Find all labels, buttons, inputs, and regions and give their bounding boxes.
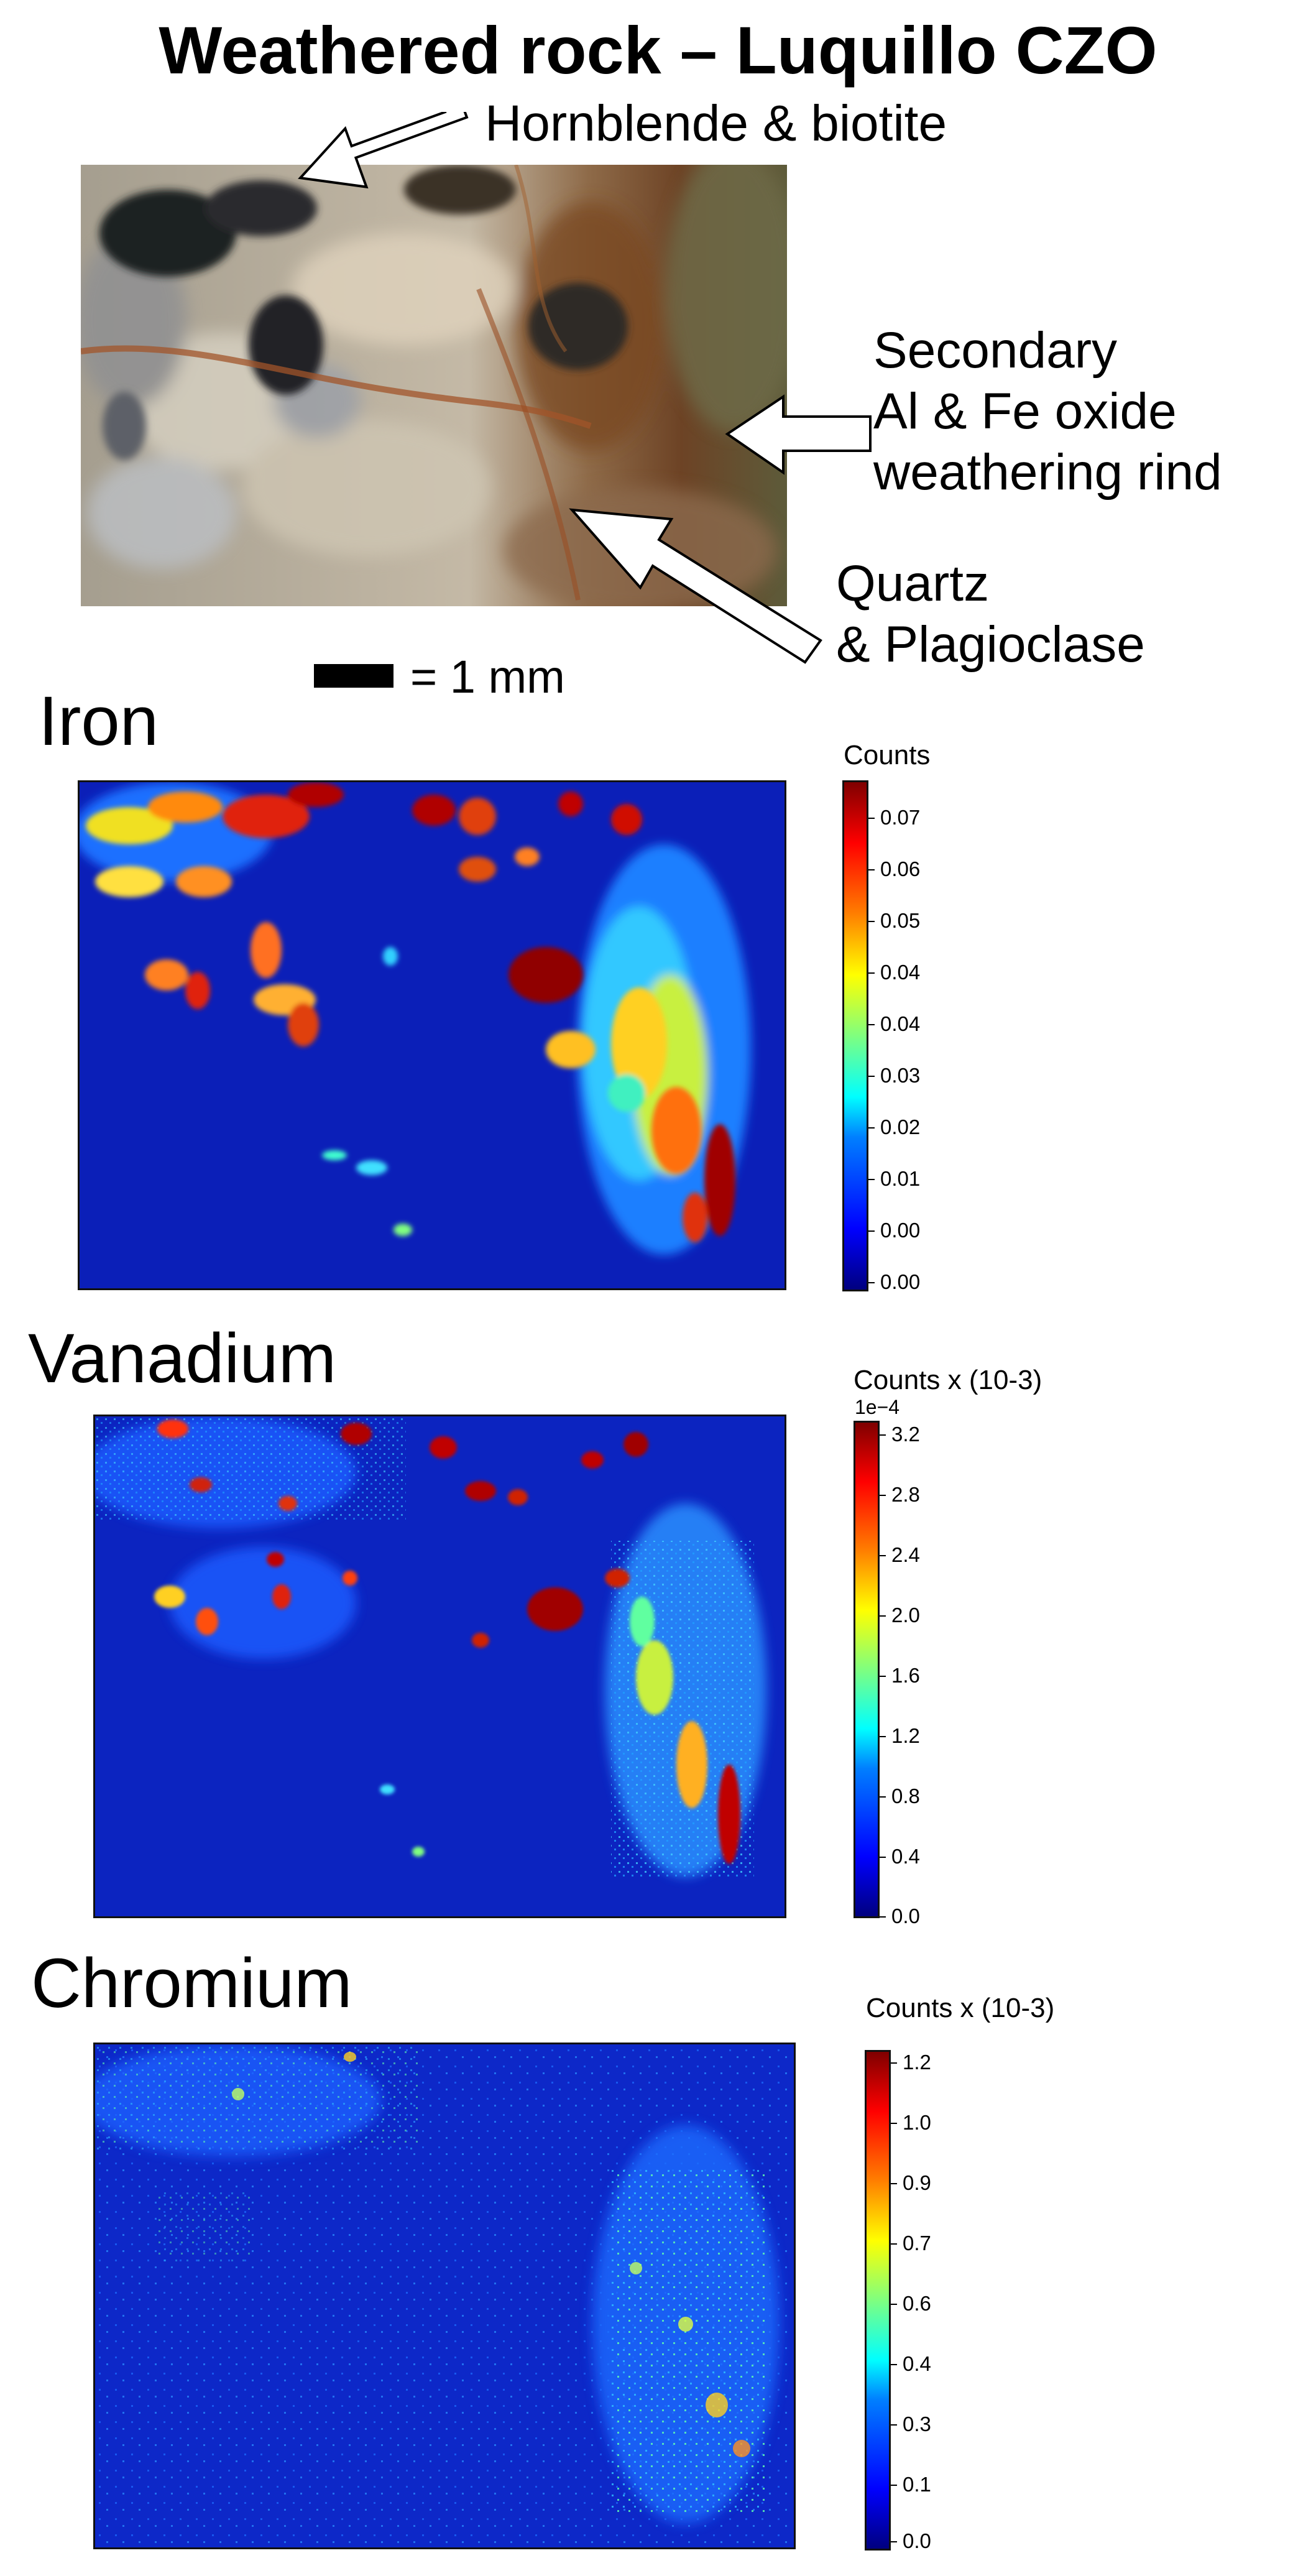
rind-arrow xyxy=(725,394,872,475)
iron-tick-label: 0.05 xyxy=(880,909,921,932)
vanadium-map xyxy=(93,1415,786,1918)
vanadium-tick-label: 2.4 xyxy=(891,1543,920,1566)
vanadium-panel-title: Vanadium xyxy=(28,1319,337,1397)
iron-tick-label: 0.02 xyxy=(880,1115,921,1138)
secondary-label-line2: Al & Fe oxide xyxy=(873,383,1177,440)
chromium-colorbar-ticks: 1.2 1.0 0.9 0.7 0.6 0.4 0.3 0.1 0.0 xyxy=(891,2050,967,2552)
iron-tick-label: 0.07 xyxy=(880,806,921,829)
quartz-label-line2: & Plagioclase xyxy=(836,616,1145,673)
vanadium-colorbar-exponent: 1e−4 xyxy=(855,1396,900,1418)
chromium-colorbar xyxy=(865,2050,891,2551)
vanadium-tick-label: 2.8 xyxy=(891,1483,920,1506)
hornblende-label: Hornblende & biotite xyxy=(485,95,947,152)
scale-bar-label: = 1 mm xyxy=(410,651,565,703)
iron-colorbar-label: Counts xyxy=(844,740,931,770)
vanadium-colorbar xyxy=(854,1421,880,1918)
chromium-tick-label: 0.9 xyxy=(903,2171,931,2194)
iron-tick-label: 0.04 xyxy=(880,961,921,984)
iron-panel-title: Iron xyxy=(39,682,159,760)
rock-photo xyxy=(81,165,787,606)
quartz-label-line1: Quartz xyxy=(836,555,990,612)
iron-colorbar-ticks: 0.07 0.06 0.05 0.04 0.04 0.03 0.02 0.01 … xyxy=(868,780,945,1293)
iron-tick-label: 0.00 xyxy=(880,1270,921,1293)
quartz-arrow xyxy=(569,508,822,664)
chromium-tick-label: 1.0 xyxy=(903,2111,931,2134)
vanadium-tick-label: 1.6 xyxy=(891,1664,920,1687)
secondary-label-line3: weathering rind xyxy=(873,444,1222,501)
iron-tick-label: 0.06 xyxy=(880,857,921,880)
chromium-panel-title: Chromium xyxy=(31,1944,352,2022)
vanadium-tick-label: 0.0 xyxy=(891,1904,920,1927)
iron-tick-label: 0.03 xyxy=(880,1064,921,1087)
chromium-tick-label: 0.3 xyxy=(903,2412,931,2435)
vanadium-colorbar-label: Counts x (10-3) xyxy=(854,1365,1042,1395)
scale-bar xyxy=(314,664,393,688)
chromium-tick-label: 0.1 xyxy=(903,2473,931,2496)
chromium-tick-label: 1.2 xyxy=(903,2051,931,2074)
secondary-label-line1: Secondary xyxy=(873,322,1118,379)
chromium-colorbar-label: Counts x (10-3) xyxy=(866,1993,1055,2023)
iron-tick-label: 0.01 xyxy=(880,1167,921,1190)
vanadium-tick-label: 2.0 xyxy=(891,1604,920,1627)
vanadium-tick-label: 3.2 xyxy=(891,1423,920,1446)
chromium-tick-label: 0.0 xyxy=(903,2529,931,2552)
chromium-tick-label: 0.4 xyxy=(903,2352,931,2375)
iron-colorbar xyxy=(842,780,868,1291)
vanadium-tick-label: 0.8 xyxy=(891,1784,920,1807)
iron-tick-label: 0.00 xyxy=(880,1219,921,1242)
chromium-tick-label: 0.7 xyxy=(903,2232,931,2255)
vanadium-tick-label: 1.2 xyxy=(891,1724,920,1747)
iron-map xyxy=(78,780,786,1290)
vanadium-colorbar-ticks: 3.2 2.8 2.4 2.0 1.6 1.2 0.8 0.4 0.0 xyxy=(880,1421,956,1927)
chromium-map xyxy=(93,2043,796,2549)
vanadium-tick-label: 0.4 xyxy=(891,1845,920,1868)
chromium-tick-label: 0.6 xyxy=(903,2292,931,2315)
hornblende-arrow xyxy=(298,112,469,189)
figure-title: Weathered rock – Luquillo CZO xyxy=(159,12,1157,88)
iron-tick-label: 0.04 xyxy=(880,1012,921,1035)
